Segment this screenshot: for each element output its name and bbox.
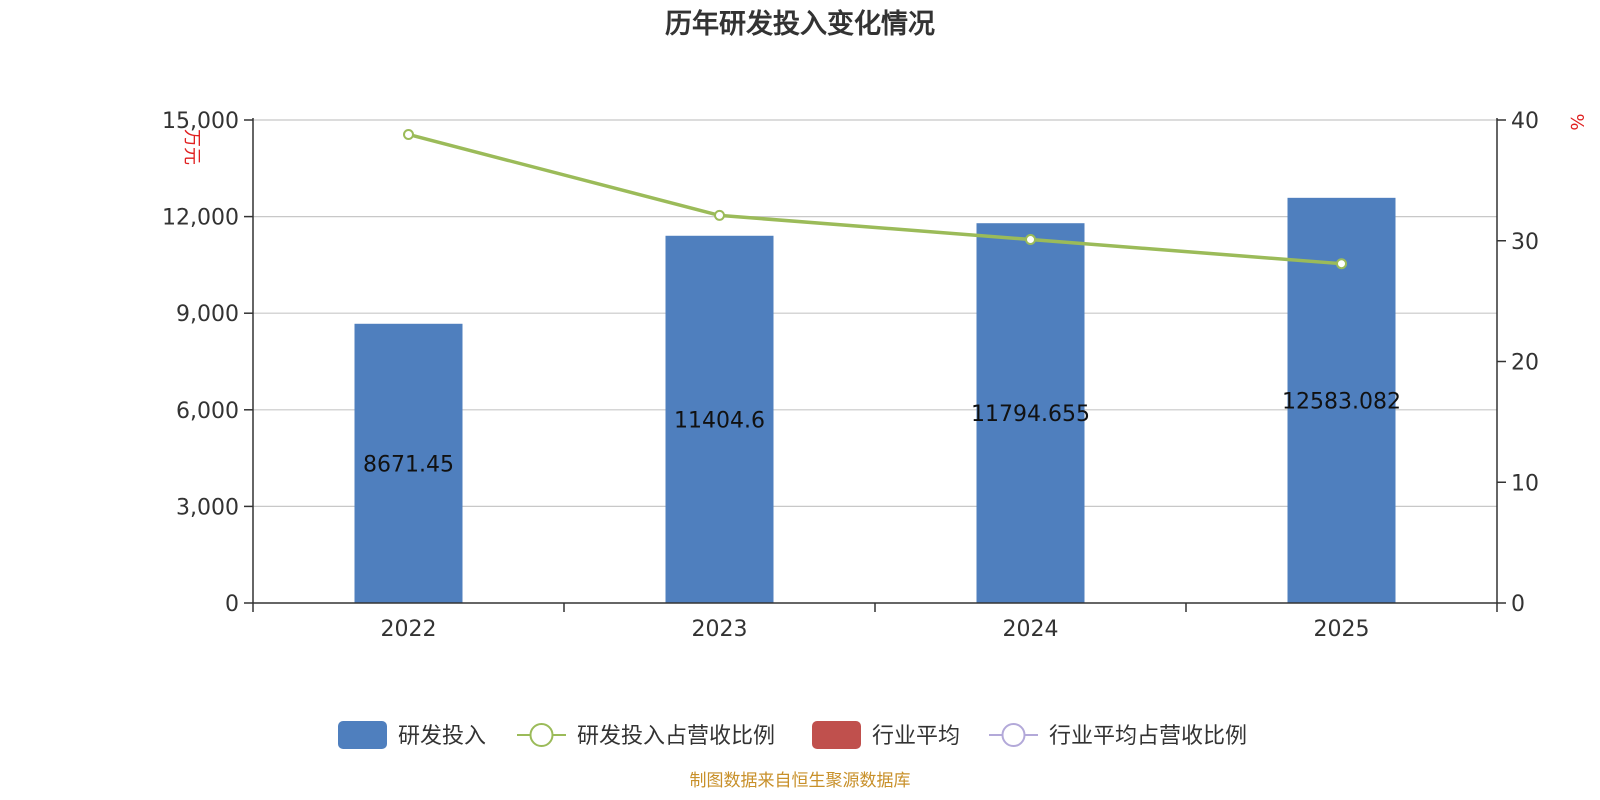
legend-swatch-marker-1 xyxy=(529,723,554,747)
bar-series xyxy=(354,197,1396,604)
legend-swatch-0 xyxy=(338,721,387,749)
right-tick-label-0: 0 xyxy=(1511,592,1525,617)
ratio-point-2023 xyxy=(714,209,725,221)
bar-2022 xyxy=(354,323,463,603)
data-labels: 8671.45 11404.6 11794.655 12583.082 xyxy=(363,389,1401,477)
right-tick-label-3: 30 xyxy=(1511,230,1539,255)
legend: 研发投入 研发投入占营收比例 行业平均 行业平均占营收比例 xyxy=(338,721,1247,749)
x-tick-label-2024: 2024 xyxy=(1003,617,1059,642)
bar-label-2025: 12583.082 xyxy=(1282,389,1401,414)
right-tick-label-1: 10 xyxy=(1511,471,1539,496)
legend-label-1: 研发投入占营收比例 xyxy=(577,724,775,749)
legend-label-3: 行业平均占营收比例 xyxy=(1049,724,1247,749)
left-axis-unit: 万元 xyxy=(181,129,202,165)
right-axis-unit: % xyxy=(1566,113,1587,130)
legend-item-3: 行业平均占营收比例 xyxy=(989,723,1247,749)
x-tick-label-2023: 2023 xyxy=(692,617,748,642)
line-series xyxy=(403,128,1347,270)
source-note: 制图数据来自恒生聚源数据库 xyxy=(690,771,911,791)
left-tick-label-0: 0 xyxy=(225,592,239,617)
ratio-point-2025 xyxy=(1336,258,1347,270)
bar-2024 xyxy=(976,223,1085,604)
axes: 0 3,000 6,000 9,000 12,000 15,000 0 10 20 30 40 202… xyxy=(162,109,1539,642)
x-tick-label-2025: 2025 xyxy=(1314,617,1370,642)
legend-swatch-marker-3 xyxy=(1001,723,1026,747)
x-tick-label-2022: 2022 xyxy=(381,617,437,642)
left-tick-label-4: 12,000 xyxy=(162,206,239,231)
ratio-line xyxy=(408,132,1342,266)
left-tick-label-5: 15,000 xyxy=(162,109,239,134)
right-tick-label-2: 20 xyxy=(1511,351,1539,376)
ratio-point-2022 xyxy=(403,128,414,140)
right-tick-label-4: 40 xyxy=(1511,109,1539,134)
legend-label-2: 行业平均 xyxy=(872,724,960,749)
left-tick-label-3: 9,000 xyxy=(176,302,239,327)
left-tick-label-2: 6,000 xyxy=(176,399,239,424)
bar-label-2024: 11794.655 xyxy=(971,402,1090,427)
bar-label-2022: 8671.45 xyxy=(363,452,454,477)
ratio-point-2024 xyxy=(1025,234,1036,246)
bar-label-2023: 11404.6 xyxy=(674,408,765,433)
legend-label-0: 研发投入 xyxy=(398,724,486,749)
legend-swatch-2 xyxy=(812,721,861,749)
legend-item-0: 研发投入 xyxy=(338,721,486,749)
chart-title: 历年研发投入变化情况 xyxy=(665,8,935,40)
left-tick-label-1: 3,000 xyxy=(176,495,239,520)
legend-item-2: 行业平均 xyxy=(812,721,960,749)
legend-item-1: 研发投入占营收比例 xyxy=(517,723,775,749)
bar-2023 xyxy=(665,235,774,603)
